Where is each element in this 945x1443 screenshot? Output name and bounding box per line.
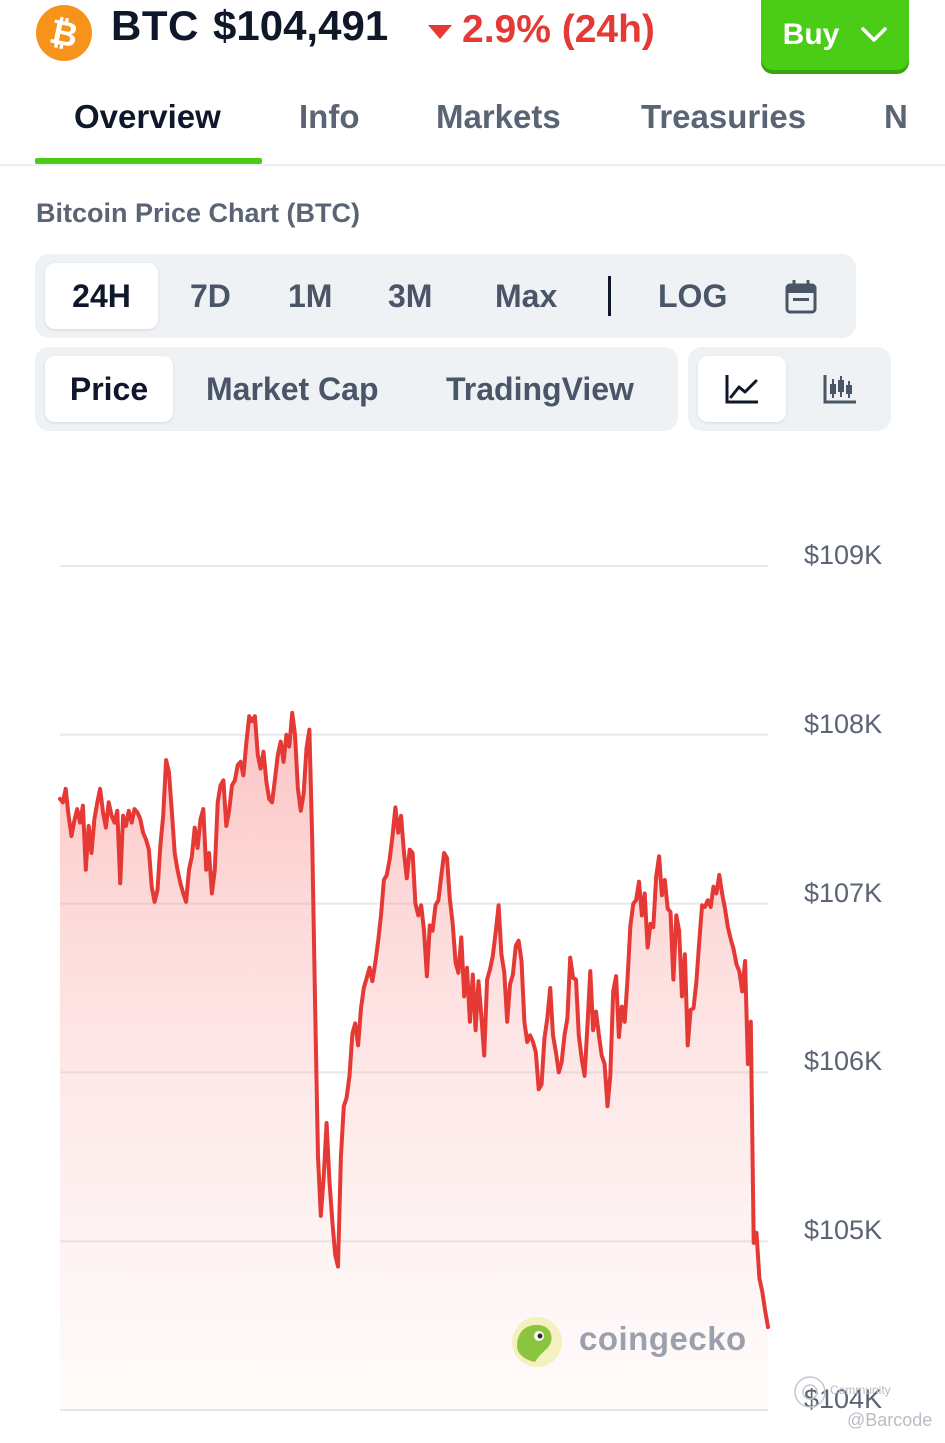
price-line <box>58 710 770 1330</box>
type-price[interactable]: Price <box>45 356 173 422</box>
chart-type-selector: Price Market Cap TradingView <box>35 347 678 431</box>
line-chart-icon <box>725 375 758 404</box>
log-scale-toggle[interactable]: LOG <box>658 278 728 314</box>
buy-button-label: Buy <box>782 18 840 51</box>
y-tick-label: $109K <box>804 540 883 570</box>
calendar-icon <box>785 280 817 314</box>
range-1m[interactable]: 1M <box>288 278 333 314</box>
y-tick-label: $106K <box>804 1046 883 1077</box>
price-change-value: 2.9% (24h) <box>462 8 655 51</box>
line-view-button[interactable] <box>698 356 786 422</box>
coin-price: $104,491 <box>213 2 389 49</box>
tab-markets[interactable]: Markets <box>436 98 561 135</box>
chart-view-selector <box>688 347 891 431</box>
range-7d[interactable]: 7D <box>190 278 231 314</box>
tab-info[interactable]: Info <box>299 98 360 135</box>
calendar-button[interactable] <box>780 276 822 318</box>
active-tab-indicator <box>35 158 262 164</box>
candlestick-view-button[interactable] <box>804 356 876 422</box>
community-logo-icon <box>794 1376 826 1408</box>
down-triangle-icon <box>428 25 452 39</box>
range-max[interactable]: Max <box>495 278 558 314</box>
y-tick-label: $108K <box>804 708 883 739</box>
coin-ticker: BTC <box>111 2 199 49</box>
author-handle: @Barcode <box>847 1410 933 1430</box>
candlestick-icon <box>823 375 856 404</box>
range-3m[interactable]: 3M <box>388 278 433 314</box>
tab-overview[interactable]: Overview <box>74 98 221 135</box>
price-chart-svg <box>58 565 770 1411</box>
range-divider <box>608 276 611 316</box>
buy-button[interactable]: Buy <box>761 0 909 70</box>
coin-header: ₿ BTC $104,491 2.9% (24h) Buy <box>0 0 945 78</box>
community-watermark: Community <box>830 1383 891 1397</box>
tab-treasuries[interactable]: Treasuries <box>641 98 807 135</box>
time-range-selector: 24H 7D 1M 3M Max LOG <box>35 254 856 338</box>
price-chart[interactable]: $109K $108K $107K $106K $105K $104K <box>0 440 945 1443</box>
type-market-cap[interactable]: Market Cap <box>206 371 379 407</box>
coingecko-logo-icon <box>512 1317 562 1367</box>
range-24h[interactable]: 24H <box>45 263 158 329</box>
bitcoin-logo-icon: ₿ <box>36 5 92 61</box>
coingecko-watermark: coingecko <box>579 1320 747 1357</box>
price-area-fill <box>60 712 768 1410</box>
chevron-down-icon <box>861 27 888 42</box>
y-tick-label: $107K <box>804 877 883 908</box>
y-tick-label: $105K <box>804 1215 883 1246</box>
tab-more[interactable]: N <box>884 98 908 135</box>
price-change: 2.9% (24h) <box>428 8 655 52</box>
chart-title: Bitcoin Price Chart (BTC) <box>36 198 361 228</box>
type-tradingview[interactable]: TradingView <box>446 371 634 407</box>
coin-tabs: Overview Info Markets Treasuries N <box>0 88 945 166</box>
